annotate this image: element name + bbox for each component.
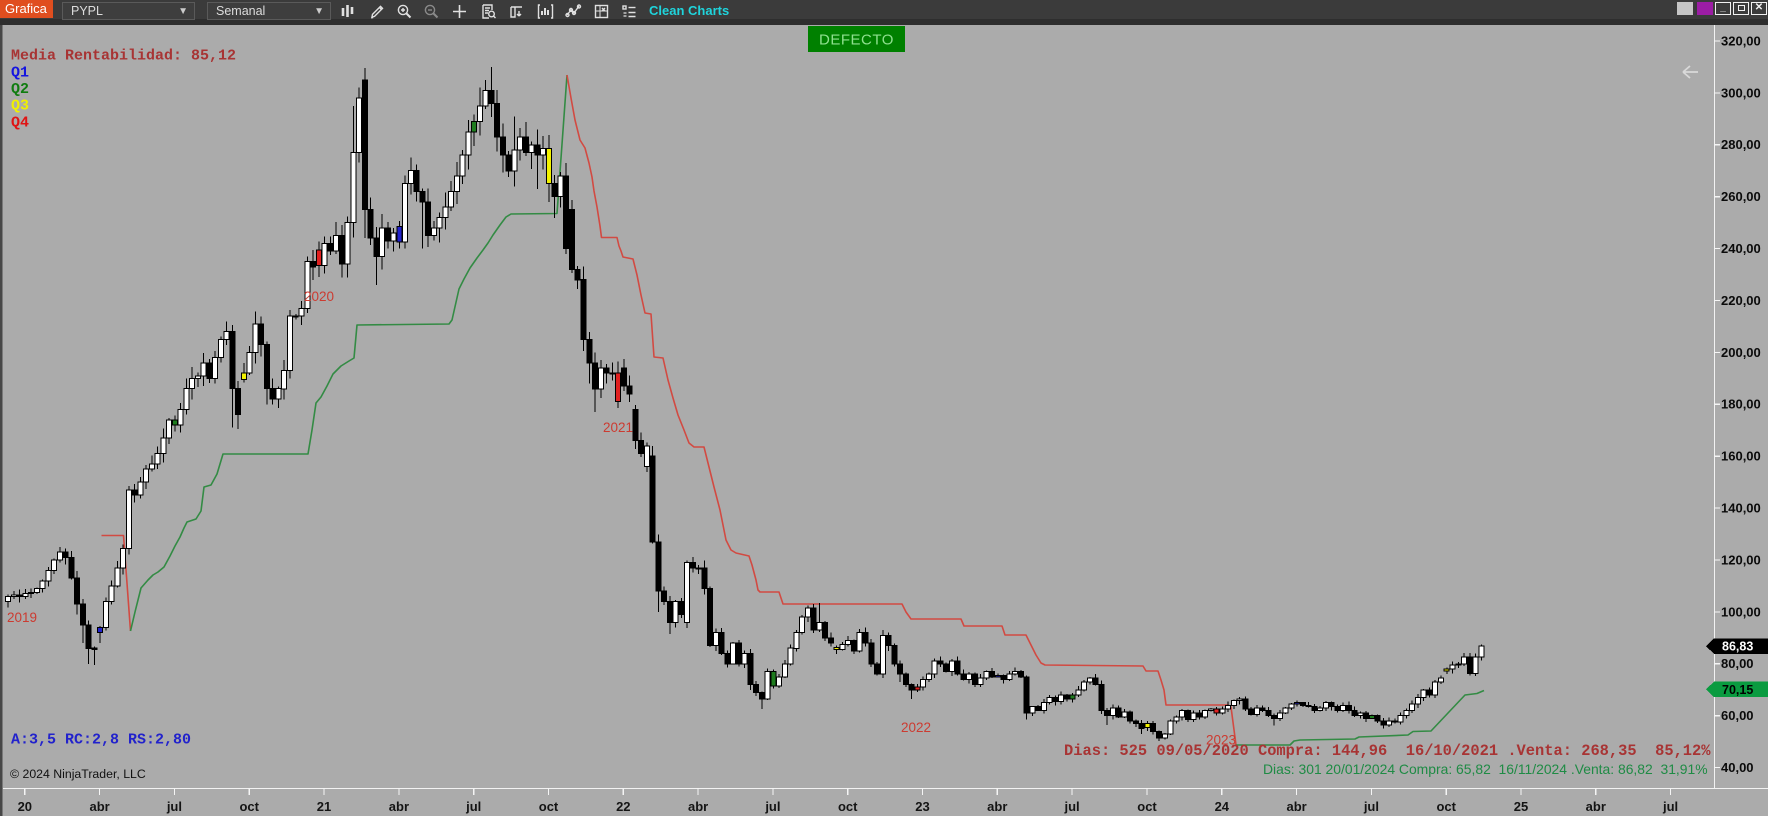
svg-text:20: 20 <box>18 799 32 814</box>
svg-text:2020: 2020 <box>304 289 334 304</box>
svg-text:260,00: 260,00 <box>1721 189 1761 204</box>
svg-text:Dias: 301 20/01/2024 Compra: 6: Dias: 301 20/01/2024 Compra: 65,82 16/11… <box>1263 761 1708 777</box>
svg-text:oct: oct <box>1137 799 1157 814</box>
svg-text:2022: 2022 <box>901 720 931 735</box>
svg-text:180,00: 180,00 <box>1721 397 1761 412</box>
svg-text:abr: abr <box>987 799 1007 814</box>
svg-text:Q1: Q1 <box>11 65 29 82</box>
svg-text:abr: abr <box>1286 799 1306 814</box>
svg-text:60,00: 60,00 <box>1721 708 1754 723</box>
svg-text:120,00: 120,00 <box>1721 552 1761 567</box>
svg-text:abr: abr <box>389 799 409 814</box>
svg-text:abr: abr <box>1586 799 1606 814</box>
svg-text:jul: jul <box>465 799 481 814</box>
svg-text:oct: oct <box>539 799 559 814</box>
svg-text:80,00: 80,00 <box>1721 656 1754 671</box>
svg-text:2019: 2019 <box>7 610 37 625</box>
svg-text:100,00: 100,00 <box>1721 604 1761 619</box>
svg-text:© 2024 NinjaTrader, LLC: © 2024 NinjaTrader, LLC <box>10 767 146 781</box>
svg-text:22: 22 <box>616 799 630 814</box>
svg-text:200,00: 200,00 <box>1721 345 1761 360</box>
svg-text:25: 25 <box>1514 799 1528 814</box>
svg-text:abr: abr <box>89 799 109 814</box>
svg-text:86,83: 86,83 <box>1722 640 1753 654</box>
svg-text:abr: abr <box>688 799 708 814</box>
svg-text:jul: jul <box>764 799 780 814</box>
svg-text:Q4: Q4 <box>11 115 29 132</box>
svg-text:140,00: 140,00 <box>1721 501 1761 516</box>
svg-text:Q3: Q3 <box>11 98 29 115</box>
svg-text:2023: 2023 <box>1206 733 1236 748</box>
svg-text:jul: jul <box>1662 799 1678 814</box>
svg-text:70,15: 70,15 <box>1722 683 1753 697</box>
svg-text:23: 23 <box>915 799 929 814</box>
svg-text:jul: jul <box>1363 799 1379 814</box>
svg-text:300,00: 300,00 <box>1721 85 1761 100</box>
svg-text:240,00: 240,00 <box>1721 241 1761 256</box>
svg-text:280,00: 280,00 <box>1721 137 1761 152</box>
svg-text:Dias: 525 09/05/2020 Compra: 1: Dias: 525 09/05/2020 Compra: 144,96 16/1… <box>1064 742 1711 760</box>
svg-text:160,00: 160,00 <box>1721 449 1761 464</box>
svg-text:220,00: 220,00 <box>1721 293 1761 308</box>
svg-text:320,00: 320,00 <box>1721 33 1761 48</box>
svg-text:oct: oct <box>1436 799 1456 814</box>
svg-text:21: 21 <box>317 799 331 814</box>
svg-text:24: 24 <box>1215 799 1230 814</box>
svg-text:Media Rentabilidad: 85,12: Media Rentabilidad: 85,12 <box>11 48 236 65</box>
svg-text:DEFECTO: DEFECTO <box>819 32 894 49</box>
svg-text:oct: oct <box>838 799 858 814</box>
svg-text:oct: oct <box>239 799 259 814</box>
svg-text:40,00: 40,00 <box>1721 760 1754 775</box>
svg-text:Q2: Q2 <box>11 81 29 98</box>
svg-text:jul: jul <box>166 799 182 814</box>
svg-text:jul: jul <box>1064 799 1080 814</box>
svg-text:2021: 2021 <box>603 420 633 435</box>
svg-text:A:3,5 RC:2,8 RS:2,80: A:3,5 RC:2,8 RS:2,80 <box>11 732 191 749</box>
